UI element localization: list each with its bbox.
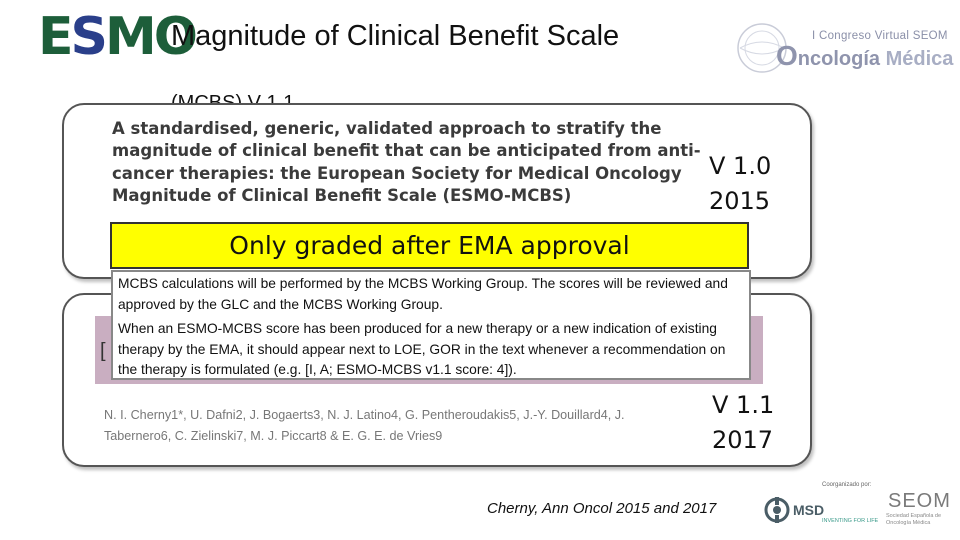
version-1-label: V 1.0 2015	[709, 149, 771, 219]
congress-logo-top-text: I Congreso Virtual SEOM	[812, 30, 948, 42]
msd-logo	[764, 497, 870, 525]
congress-logo-main-text: Oncología Médica	[776, 40, 953, 72]
congress-logo-oncologia: ncología	[797, 48, 881, 70]
msd-logo-text: MSD	[793, 502, 825, 518]
seom-logo-text: SEOM	[888, 490, 951, 512]
esmo-logo: ESMO	[38, 11, 198, 63]
version-2-number: V 1.1	[712, 391, 775, 419]
esmo-logo-text: ESMO	[38, 7, 198, 67]
congress-logo-medica: Médica	[885, 48, 954, 70]
version-1-year: 2015	[709, 187, 771, 215]
paper-title-2015: A standardised, generic, validated appro…	[112, 119, 701, 205]
bracket-mark: [	[100, 340, 106, 362]
citation: Cherny, Ann Oncol 2015 and 2017	[487, 500, 717, 517]
page-title: Magnitude of Clinical Benefit Scale	[171, 20, 620, 52]
version-2-year: 2017	[712, 426, 774, 454]
mcbs-note-box: MCBS calculations will be performed by t…	[111, 270, 751, 380]
version-2-label: V 1.1 2017	[712, 388, 774, 458]
mcbs-note-paragraph-1: MCBS calculations will be performed by t…	[118, 276, 728, 312]
mcbs-note-paragraph-2: When an ESMO-MCBS score has been produce…	[118, 321, 726, 377]
congress-logo-lead: O	[776, 40, 798, 71]
congress-globe-icon	[737, 23, 787, 73]
congress-logo	[728, 18, 943, 78]
seom-logo-subtitle: Sociedad Española de Oncología Médica	[886, 513, 942, 526]
ema-approval-banner: Only graded after EMA approval	[110, 222, 749, 269]
msd-logo-icon	[764, 497, 790, 523]
coorganized-label: Coorganizado por:	[822, 482, 872, 488]
paper-authors-2017: N. I. Cherny1*, U. Dafni2, J. Bogaerts3,…	[104, 408, 625, 443]
ema-approval-banner-text: Only graded after EMA approval	[229, 231, 630, 260]
version-1-number: V 1.0	[709, 152, 772, 180]
msd-tagline: INVENTING FOR LIFE	[822, 518, 879, 524]
